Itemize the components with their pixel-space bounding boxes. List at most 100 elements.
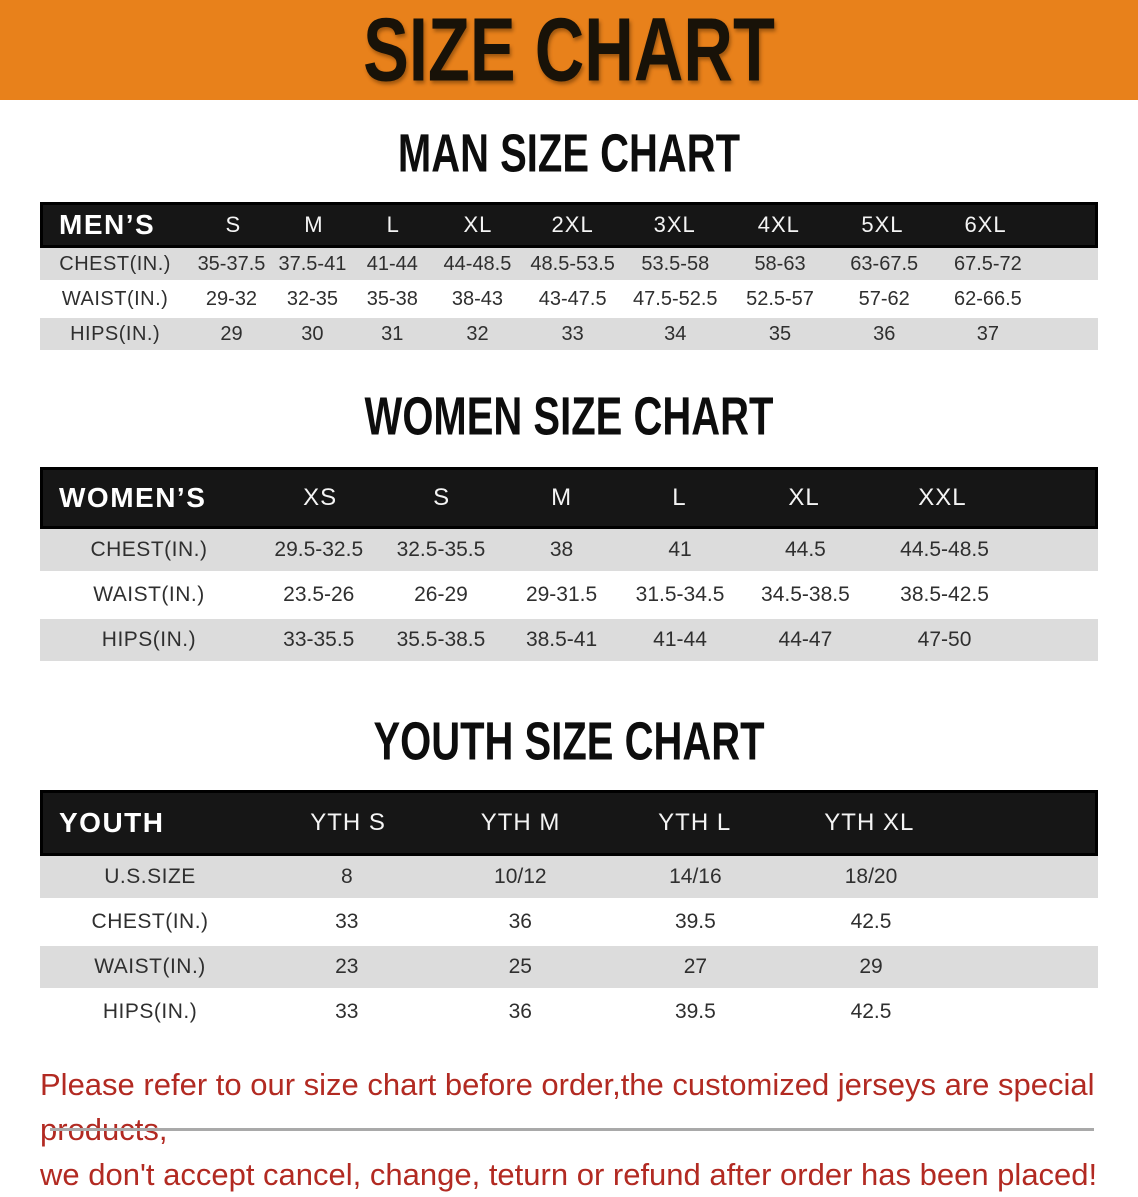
footnote-line-2: we don't accept cancel, change, teturn o… bbox=[40, 1157, 1098, 1192]
value-cell: 31.5-34.5 bbox=[635, 583, 725, 606]
size-header-cell: XS bbox=[303, 484, 338, 511]
size-header-cell: M bbox=[551, 484, 573, 511]
value-cell: 44-48.5 bbox=[443, 252, 512, 275]
value-cell: 14/16 bbox=[669, 865, 722, 888]
men-size-table: MEN’S S M L XL 2XL 3XL 4XL 5XL 6XL CHEST(IN.) 35-37… bbox=[40, 202, 1098, 353]
table-row: CHEST(IN.) 29.5-32.5 32.5-35.5 38 41 44.5 44.5… bbox=[40, 529, 1098, 574]
value-cell: 33 bbox=[561, 322, 584, 345]
value-cell: 38.5-41 bbox=[525, 628, 598, 651]
row-label-cell: WAIST(IN.) bbox=[61, 287, 169, 310]
table-row: WAIST(IN.) 23 25 27 29 bbox=[40, 946, 1098, 991]
row-label-cell: WAIST(IN.) bbox=[93, 583, 205, 606]
value-cell: 37 bbox=[976, 322, 1000, 345]
value-cell: 57-62 bbox=[858, 287, 910, 310]
value-cell: 18/20 bbox=[844, 865, 898, 888]
footnote-line-1: Please refer to our size chart before or… bbox=[40, 1067, 1095, 1147]
value-cell: 58-63 bbox=[754, 252, 806, 275]
value-cell: 29 bbox=[220, 322, 243, 345]
row-label-cell: WAIST(IN.) bbox=[94, 955, 206, 978]
row-label-cell: HIPS(IN.) bbox=[102, 1000, 198, 1023]
value-cell: 33-35.5 bbox=[283, 628, 355, 651]
value-cell: 39.5 bbox=[674, 910, 716, 933]
size-header-cell: YTH XL bbox=[824, 809, 915, 836]
size-header-cell: 6XL bbox=[964, 212, 1007, 237]
row-label-cell: HIPS(IN.) bbox=[101, 628, 197, 651]
value-cell: 31 bbox=[381, 322, 404, 345]
table-row: WAIST(IN.) 23.5-26 26-29 29-31.5 31.5-34.5 34… bbox=[40, 574, 1098, 619]
value-cell: 41-44 bbox=[366, 252, 418, 275]
value-cell: 8 bbox=[340, 865, 353, 888]
banner: SIZE CHART bbox=[0, 0, 1138, 100]
value-cell: 36 bbox=[873, 322, 896, 345]
value-cell: 30 bbox=[301, 322, 324, 345]
value-cell: 52.5-57 bbox=[746, 287, 814, 310]
value-cell: 23 bbox=[335, 955, 359, 978]
youth-section-heading: YOUTH SIZE CHART bbox=[373, 710, 765, 772]
value-cell: 32 bbox=[466, 322, 489, 345]
value-cell: 33 bbox=[335, 910, 359, 933]
value-cell: 63-67.5 bbox=[850, 252, 919, 275]
value-cell: 29.5-32.5 bbox=[274, 538, 364, 561]
value-cell: 35 bbox=[768, 322, 792, 345]
size-header-cell: 5XL bbox=[861, 212, 904, 237]
size-header-cell: 2XL bbox=[551, 212, 594, 237]
value-cell: 29-31.5 bbox=[525, 583, 598, 606]
row-label-cell: HIPS(IN.) bbox=[70, 322, 161, 345]
table-header-row: YOUTH YTH S YTH M YTH L YTH XL bbox=[40, 790, 1098, 856]
value-cell: 67.5-72 bbox=[953, 252, 1022, 275]
value-cell: 26-29 bbox=[414, 583, 468, 606]
row-label-cell: CHEST(IN.) bbox=[91, 910, 209, 933]
value-cell: 42.5 bbox=[850, 910, 892, 933]
table-header-row: WOMEN’S XS S M L XL XXL bbox=[40, 467, 1098, 529]
value-cell: 37.5-41 bbox=[278, 252, 347, 275]
value-cell: 42.5 bbox=[850, 1000, 892, 1023]
table-header-row: MEN’S S M L XL 2XL 3XL 4XL 5XL 6XL bbox=[40, 202, 1098, 248]
table-row: CHEST(IN.) 33 36 39.5 42.5 bbox=[40, 901, 1098, 946]
table-row: HIPS(IN.) 33-35.5 35.5-38.5 38.5-41 41-44 44-… bbox=[40, 619, 1098, 664]
value-cell: 41 bbox=[668, 538, 692, 561]
row-label-cell: U.S.SIZE bbox=[104, 865, 196, 888]
value-cell: 33 bbox=[335, 1000, 359, 1023]
value-cell: 48.5-53.5 bbox=[530, 252, 615, 275]
value-cell: 35-37.5 bbox=[197, 252, 266, 275]
value-cell: 38-43 bbox=[451, 287, 504, 310]
value-cell: 44.5-48.5 bbox=[900, 538, 989, 561]
size-header-cell: XXL bbox=[918, 484, 967, 511]
size-header-cell: M bbox=[304, 212, 324, 237]
value-cell: 62-66.5 bbox=[953, 287, 1022, 310]
value-cell: 10/12 bbox=[494, 865, 547, 888]
value-cell: 35.5-38.5 bbox=[396, 628, 486, 651]
value-cell: 41-44 bbox=[653, 628, 707, 651]
table-row: CHEST(IN.) 35-37.5 37.5-41 41-44 44-48.5 48.5… bbox=[40, 248, 1098, 283]
value-cell: 25 bbox=[508, 955, 532, 978]
size-header-cell: YTH L bbox=[658, 809, 732, 836]
value-cell: 38 bbox=[549, 538, 574, 561]
size-header-cell: YTH M bbox=[480, 809, 561, 836]
size-header-cell: XL bbox=[788, 484, 820, 511]
size-header-cell: 4XL bbox=[757, 212, 800, 237]
value-cell: 44-47 bbox=[778, 628, 833, 651]
men-section-heading: MAN SIZE CHART bbox=[397, 122, 741, 184]
size-header-cell: S bbox=[433, 484, 451, 511]
size-header-cell: YTH S bbox=[310, 809, 386, 836]
value-cell: 47-50 bbox=[917, 628, 972, 651]
table-row: HIPS(IN.) 33 36 39.5 42.5 bbox=[40, 991, 1098, 1036]
value-cell: 23.5-26 bbox=[283, 583, 355, 606]
size-header-cell: L bbox=[672, 484, 687, 511]
page-title: SIZE CHART bbox=[363, 0, 775, 100]
table-title-cell: WOMEN’S bbox=[59, 482, 207, 513]
value-cell: 32.5-35.5 bbox=[396, 538, 486, 561]
row-label-cell: CHEST(IN.) bbox=[90, 538, 208, 561]
value-cell: 43-47.5 bbox=[538, 287, 607, 310]
size-header-cell: XL bbox=[463, 212, 493, 237]
youth-size-table: YOUTH YTH S YTH M YTH L YTH XL U.S.SIZE 8 10/12… bbox=[40, 790, 1098, 1036]
table-title-cell: YOUTH bbox=[59, 807, 165, 838]
bottom-divider bbox=[50, 1128, 1094, 1131]
value-cell: 36 bbox=[508, 1000, 532, 1023]
size-header-cell: S bbox=[225, 212, 242, 237]
table-row: U.S.SIZE 8 10/12 14/16 18/20 bbox=[40, 856, 1098, 901]
row-label-cell: CHEST(IN.) bbox=[59, 252, 171, 275]
value-cell: 53.5-58 bbox=[641, 252, 710, 275]
table-title-cell: MEN’S bbox=[59, 209, 156, 240]
